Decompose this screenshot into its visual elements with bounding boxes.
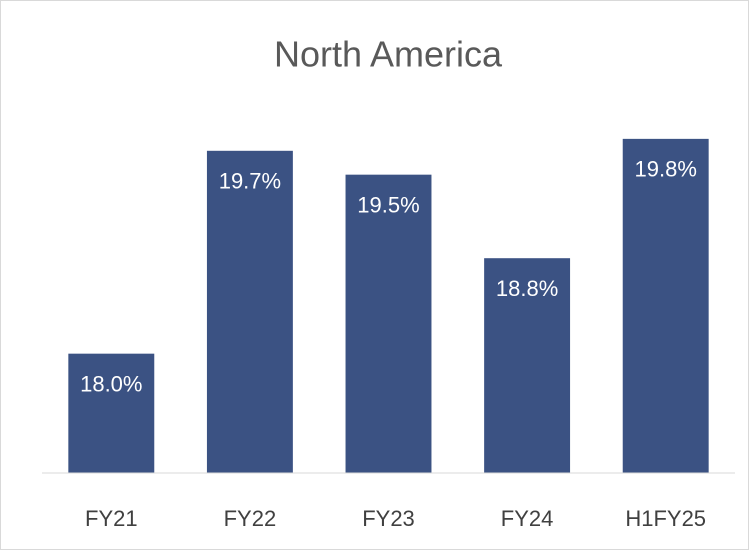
bar: [206, 150, 293, 474]
x-tick-label: FY24: [501, 506, 554, 531]
data-label: 19.8%: [635, 157, 697, 182]
chart-title: North America: [274, 34, 503, 75]
x-tick-label: FY23: [362, 506, 415, 531]
data-label: 18.0%: [80, 371, 142, 396]
bar: [622, 138, 709, 473]
x-tick-label: H1FY25: [625, 506, 706, 531]
data-label: 19.7%: [219, 169, 281, 194]
x-tick-label: FY21: [85, 506, 138, 531]
data-label: 19.5%: [357, 192, 419, 217]
data-label: 18.8%: [496, 276, 558, 301]
bar: [345, 174, 432, 473]
x-tick-label: FY22: [224, 506, 277, 531]
bar: [68, 353, 155, 473]
bar: [484, 258, 571, 473]
